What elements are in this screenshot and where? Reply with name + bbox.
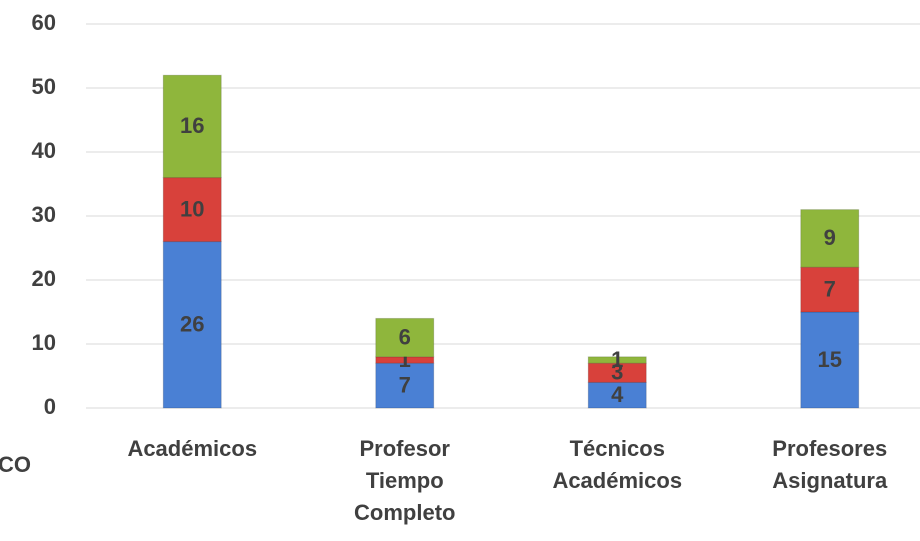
data-label: 7 [824,276,836,301]
data-label: 7 [399,372,411,397]
x-tick-label: Profesor Tiempo Completo [354,436,455,525]
bar-segment [375,362,435,409]
bar-segment [587,356,647,364]
bar-segment [587,381,647,409]
bar-segment [800,266,860,313]
data-label: 4 [611,382,624,407]
data-label: 6 [399,324,411,349]
x-tick-label: Académicos [127,436,257,461]
annotation: CO [0,452,31,477]
data-label: 1 [611,347,623,372]
y-tick-label: 60 [32,10,56,35]
bar-segment [162,74,222,179]
y-tick-label: 40 [32,138,56,163]
bar-segment [800,209,860,268]
x-tick-label: Profesores Asignatura [772,436,888,493]
bar-segment [162,241,222,409]
data-label: 3 [611,360,623,385]
y-tick-label: 20 [32,266,56,291]
data-label: 15 [818,347,842,372]
bar-segment [587,362,647,383]
data-label: 9 [824,225,836,250]
data-label: 16 [180,113,204,138]
y-tick-label: 0 [44,394,56,419]
data-label: 26 [180,312,204,337]
bar-segment [162,177,222,243]
bar-segment [375,317,435,358]
x-tick-label: Técnicos Académicos [552,436,682,493]
y-tick-label: 30 [32,202,56,227]
y-tick-label: 50 [32,74,56,99]
y-tick-label: 10 [32,330,56,355]
bar-segment [800,311,860,409]
data-label: 10 [180,196,204,221]
